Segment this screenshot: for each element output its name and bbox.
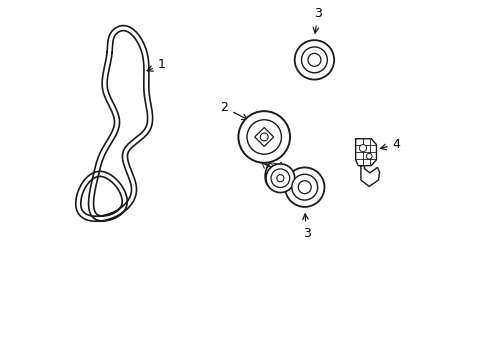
Circle shape	[307, 53, 320, 66]
Text: 2: 2	[220, 101, 247, 120]
Circle shape	[260, 133, 267, 141]
Circle shape	[359, 145, 366, 152]
Circle shape	[285, 167, 324, 207]
Circle shape	[298, 181, 310, 194]
Circle shape	[265, 164, 294, 193]
Text: 1: 1	[147, 58, 165, 71]
Text: 3: 3	[302, 214, 310, 240]
Text: 4: 4	[380, 138, 400, 150]
Circle shape	[246, 120, 281, 154]
Circle shape	[291, 174, 317, 200]
Circle shape	[276, 175, 284, 182]
Circle shape	[366, 153, 371, 159]
Polygon shape	[241, 112, 285, 188]
Polygon shape	[360, 166, 379, 186]
Circle shape	[270, 169, 289, 188]
Circle shape	[238, 111, 289, 163]
Polygon shape	[355, 139, 376, 166]
Circle shape	[294, 40, 333, 80]
Circle shape	[301, 47, 326, 73]
Polygon shape	[254, 127, 273, 147]
Text: 3: 3	[312, 8, 321, 33]
